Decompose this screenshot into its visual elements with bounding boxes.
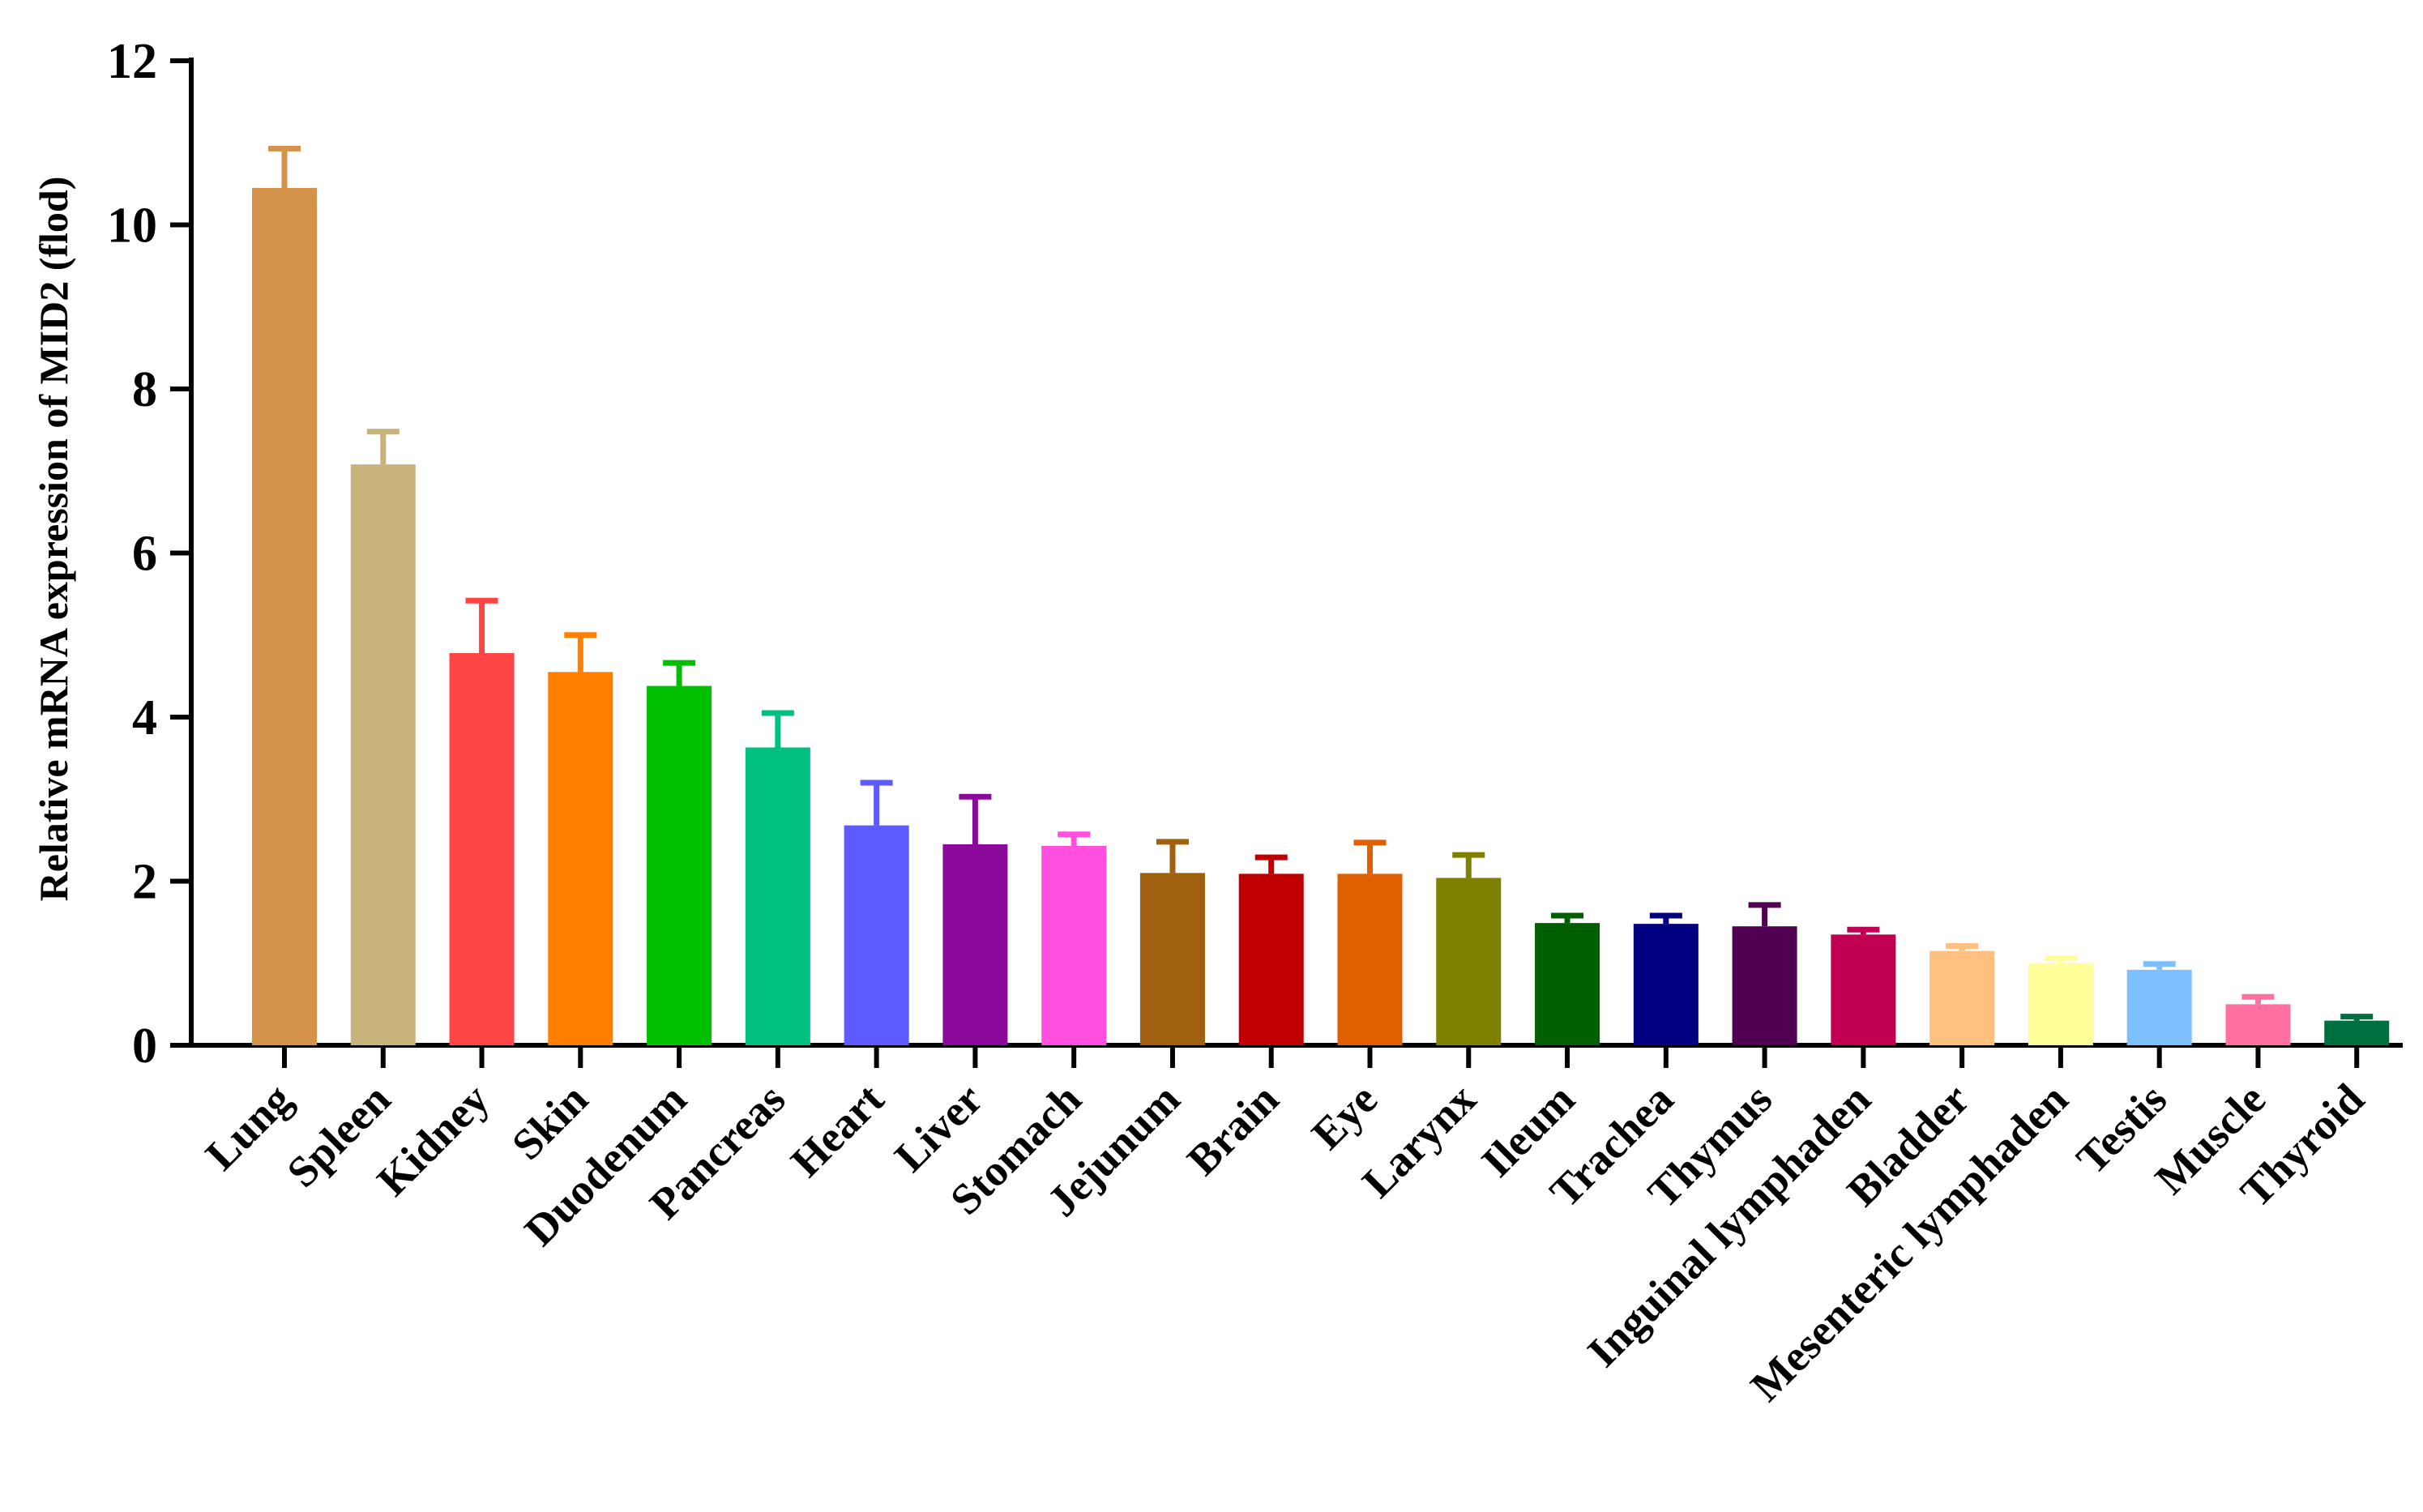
category-label: Kidney: [368, 1074, 498, 1205]
bar: [2324, 1020, 2390, 1045]
bar: [1139, 873, 1205, 1045]
y-tick-label: 4: [132, 690, 157, 745]
bar: [350, 464, 416, 1045]
bar: [844, 825, 909, 1045]
bar: [1831, 934, 1896, 1045]
y-tick-label: 6: [132, 527, 157, 582]
category-label: Heart: [781, 1074, 893, 1186]
bar: [548, 672, 613, 1045]
bar: [647, 686, 712, 1045]
category-label: Larynx: [1353, 1074, 1485, 1207]
bar: [942, 844, 1008, 1045]
bar: [1436, 878, 1502, 1045]
bar: [449, 653, 515, 1045]
bar: [2225, 1004, 2291, 1045]
y-axis: 0 2 4 6 8 10 12: [107, 34, 194, 1074]
bar: [1535, 923, 1600, 1045]
error-bars: [268, 145, 2374, 1021]
y-tick-label: 12: [107, 34, 157, 89]
bar: [1041, 845, 1107, 1045]
bar: [2126, 969, 2192, 1045]
bar: [1929, 950, 1995, 1045]
bar: [1633, 924, 1699, 1045]
x-axis: [189, 1043, 2403, 1068]
bar: [1337, 873, 1403, 1045]
y-tick-label: 10: [107, 199, 157, 254]
bar: [745, 747, 810, 1045]
bar: [252, 187, 317, 1045]
category-label: Brain: [1177, 1074, 1288, 1185]
y-tick-label: 8: [132, 362, 157, 417]
y-axis-title: Relative mRNA expression of MID2 (flod): [31, 177, 76, 902]
bar: [1732, 926, 1797, 1045]
bar: [2028, 963, 2093, 1045]
y-tick-label: 0: [132, 1019, 157, 1074]
y-tick-label: 2: [132, 855, 157, 910]
bars: [252, 187, 2390, 1045]
category-label: Eye: [1302, 1074, 1387, 1159]
bar: [1238, 873, 1304, 1045]
